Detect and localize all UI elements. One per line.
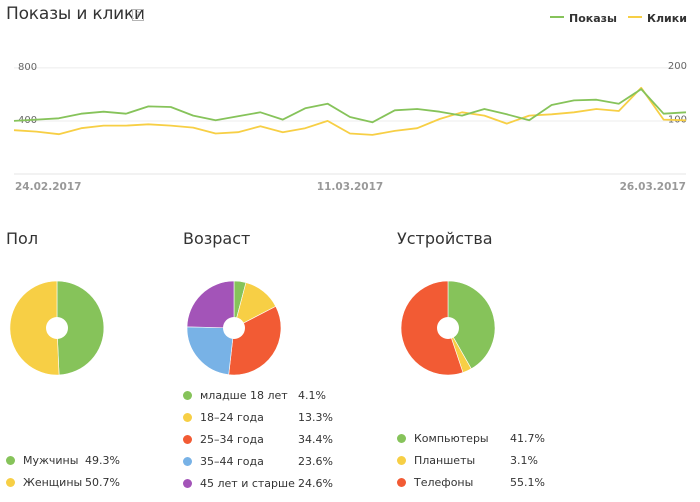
legend-value: 3.1% <box>510 454 538 467</box>
legend-label: Телефоны <box>414 476 474 489</box>
legend-label: 45 лет и старше <box>200 477 295 490</box>
help-icon[interactable]: ? <box>132 9 144 21</box>
legend-dot <box>6 455 15 465</box>
legend-dot <box>6 477 15 487</box>
legend-dot <box>183 456 192 466</box>
legend-clicks-label: Клики <box>647 12 687 25</box>
legend-label: 18–24 года <box>200 411 264 424</box>
devices-pie-chart <box>400 280 496 376</box>
legend-dot <box>397 455 406 465</box>
pie-slice[interactable] <box>9 280 60 376</box>
legend-item[interactable]: Мужчины 49.3% <box>6 454 120 468</box>
x-tick-label: 11.03.2017 <box>317 181 383 193</box>
left-tick-label: 800 <box>18 62 37 73</box>
legend-value: 49.3% <box>85 454 120 467</box>
legend-shows-label: Показы <box>569 12 617 25</box>
x-tick-label: 26.03.2017 <box>620 181 686 193</box>
legend-label: Мужчины <box>23 454 79 467</box>
legend-dot <box>397 477 406 487</box>
legend-label: младше 18 лет <box>200 389 288 402</box>
legend-item[interactable]: младше 18 лет 4.1% <box>183 389 326 403</box>
pie-slice[interactable] <box>228 305 282 376</box>
legend-item[interactable]: Планшеты 3.1% <box>397 454 538 468</box>
legend-value: 34.4% <box>298 433 333 446</box>
pie-slice[interactable] <box>400 280 464 376</box>
legend-label: Компьютеры <box>414 432 489 445</box>
legend-label: 35–44 года <box>200 455 264 468</box>
legend-dot <box>183 390 192 400</box>
legend-dot <box>183 478 192 488</box>
legend-value: 23.6% <box>298 455 333 468</box>
age-title: Возраст <box>183 229 251 248</box>
pie-hole <box>223 317 245 339</box>
chart-title: Показы и клики <box>6 4 145 24</box>
legend-label: Планшеты <box>414 454 476 467</box>
legend-value: 50.7% <box>85 476 120 489</box>
pie-hole <box>437 317 459 339</box>
pie-slice[interactable] <box>186 326 235 376</box>
legend-clicks[interactable]: Клики <box>628 12 687 26</box>
legend-value: 4.1% <box>298 389 326 402</box>
legend-item[interactable]: Компьютеры 41.7% <box>397 432 545 446</box>
legend-shows-swatch <box>550 16 564 18</box>
age-pie-chart <box>186 280 282 376</box>
x-tick-label: 24.02.2017 <box>15 181 81 193</box>
legend-value: 55.1% <box>510 476 545 489</box>
legend-item[interactable]: 25–34 года 34.4% <box>183 433 333 447</box>
legend-item[interactable]: Телефоны 55.1% <box>397 476 545 490</box>
legend-value: 24.6% <box>298 477 333 490</box>
legend-item[interactable]: 18–24 года 13.3% <box>183 411 333 425</box>
legend-clicks-swatch <box>628 16 642 18</box>
legend-item[interactable]: 35–44 года 23.6% <box>183 455 333 469</box>
legend-dot <box>183 412 192 422</box>
legend-shows[interactable]: Показы <box>550 12 617 26</box>
legend-label: 25–34 года <box>200 433 264 446</box>
legend-item[interactable]: Женщины 50.7% <box>6 476 120 490</box>
legend-value: 13.3% <box>298 411 333 424</box>
right-tick-label: 200 <box>668 61 687 72</box>
legend-value: 41.7% <box>510 432 545 445</box>
gender-title: Пол <box>6 229 39 248</box>
pie-slice[interactable] <box>186 280 235 329</box>
legend-dot <box>397 433 406 443</box>
series-line-shows[interactable] <box>13 88 687 124</box>
pie-slice[interactable] <box>56 280 105 376</box>
legend-item[interactable]: 45 лет и старше 24.6% <box>183 477 333 491</box>
gender-pie-chart <box>9 280 105 376</box>
devices-title: Устройства <box>397 229 493 248</box>
pie-hole <box>46 317 68 339</box>
legend-label: Женщины <box>23 476 83 489</box>
pie-slice[interactable] <box>447 280 496 370</box>
legend-dot <box>183 434 192 444</box>
series-line-clicks[interactable] <box>13 86 687 136</box>
